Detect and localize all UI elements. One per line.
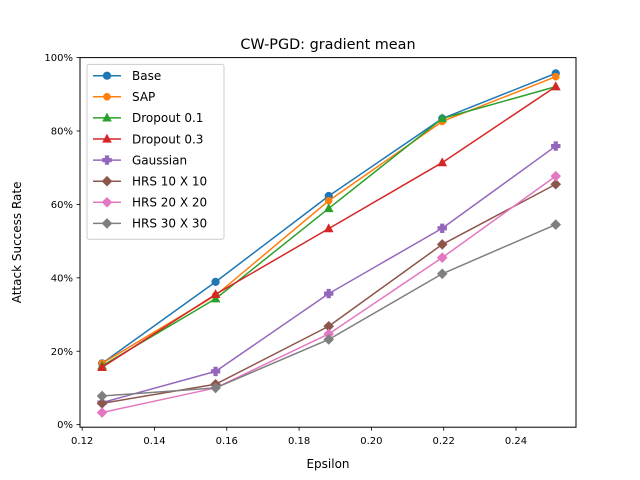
legend-label-hrs-20-x-20: HRS 20 X 20 <box>132 196 207 210</box>
data-point-gaussian <box>551 141 561 151</box>
legend-marker-dropout-0-1 <box>102 112 112 122</box>
data-point-gaussian <box>210 366 221 377</box>
x-tick-label: 0.12 <box>71 436 93 447</box>
series-dropout-0-3 <box>97 81 561 372</box>
data-point-hrs-30-x-30 <box>96 390 108 402</box>
data-point-hrs-30-x-30 <box>210 382 221 394</box>
data-point-hrs-20-x-20 <box>550 170 562 182</box>
data-point-gaussian <box>437 223 447 233</box>
series-hrs-30-x-30 <box>96 219 562 402</box>
legend-box <box>86 63 225 240</box>
data-point-hrs-20-x-20 <box>436 252 448 263</box>
legend-marker-hrs-30-x-30 <box>101 218 113 229</box>
data-point-dropout-0-3 <box>97 362 107 372</box>
y-axis-ticks: 0% 20% 40% 60% 80% 100% <box>44 53 80 431</box>
data-point-dropout-0-3 <box>210 289 221 298</box>
data-point-hrs-30-x-30 <box>323 334 335 345</box>
legend-label-base: Base <box>132 69 161 83</box>
y-tick-label: 100% <box>44 53 73 64</box>
legend-marker-hrs-10-x-10 <box>101 175 113 187</box>
legend-marker-sap <box>103 93 111 101</box>
legend: Base SAP Dropout 0.1 Dropout 0.3 Gaussian HRS… <box>86 63 225 240</box>
legend-marker-base <box>102 71 112 80</box>
legend-label-hrs-10-x-10: HRS 10 X 10 <box>132 175 207 189</box>
legend-label-dropout-0-1: Dropout 0.1 <box>132 111 203 125</box>
plot-frame <box>79 57 577 428</box>
y-tick-label: 0% <box>57 420 73 431</box>
data-point-dropout-0-3 <box>437 157 448 167</box>
data-point-dropout-0-1 <box>437 113 448 123</box>
data-point-sap <box>325 197 333 205</box>
legend-label-dropout-0-3: Dropout 0.3 <box>132 132 203 146</box>
series-layer <box>96 69 562 418</box>
series-hrs-20-x-20 <box>96 170 562 418</box>
data-point-dropout-0-1 <box>210 293 221 303</box>
data-point-base <box>211 277 220 286</box>
data-point-hrs-10-x-10 <box>550 178 562 190</box>
x-tick-label: 0.24 <box>505 436 527 447</box>
legend-marker-dropout-0-3 <box>102 133 112 143</box>
y-tick-label: 80% <box>51 127 73 138</box>
y-axis-label: Attack Success Rate <box>10 182 24 304</box>
y-tick-label: 20% <box>51 347 73 358</box>
data-point-dropout-0-3 <box>323 223 334 233</box>
data-point-dropout-0-3 <box>550 81 561 91</box>
data-point-hrs-30-x-30 <box>436 268 448 280</box>
chart-title: CW-PGD: gradient mean <box>240 37 415 53</box>
data-point-hrs-10-x-10 <box>436 239 448 250</box>
x-axis-label: Epsilon <box>306 457 349 471</box>
legend-label-gaussian: Gaussian <box>132 153 187 167</box>
legend-marker-hrs-20-x-20 <box>101 196 113 208</box>
x-tick-label: 0.20 <box>360 436 382 447</box>
data-point-gaussian <box>324 288 334 299</box>
y-tick-label: 40% <box>51 273 73 284</box>
data-point-dropout-0-1 <box>323 203 334 213</box>
legend-marker-gaussian <box>102 155 112 165</box>
x-tick-label: 0.18 <box>288 436 310 447</box>
data-point-hrs-30-x-30 <box>550 219 562 230</box>
legend-label-hrs-30-x-30: HRS 30 X 30 <box>132 217 207 231</box>
x-tick-label: 0.22 <box>433 436 455 447</box>
legend-label-sap: SAP <box>132 90 155 104</box>
y-tick-label: 60% <box>51 200 73 211</box>
data-point-hrs-20-x-20 <box>96 407 108 418</box>
data-point-sap <box>552 73 560 81</box>
x-tick-label: 0.16 <box>216 436 238 447</box>
x-axis-ticks: 0.12 0.14 0.16 0.18 0.20 0.22 0.24 <box>71 427 527 447</box>
x-tick-label: 0.14 <box>143 436 165 447</box>
